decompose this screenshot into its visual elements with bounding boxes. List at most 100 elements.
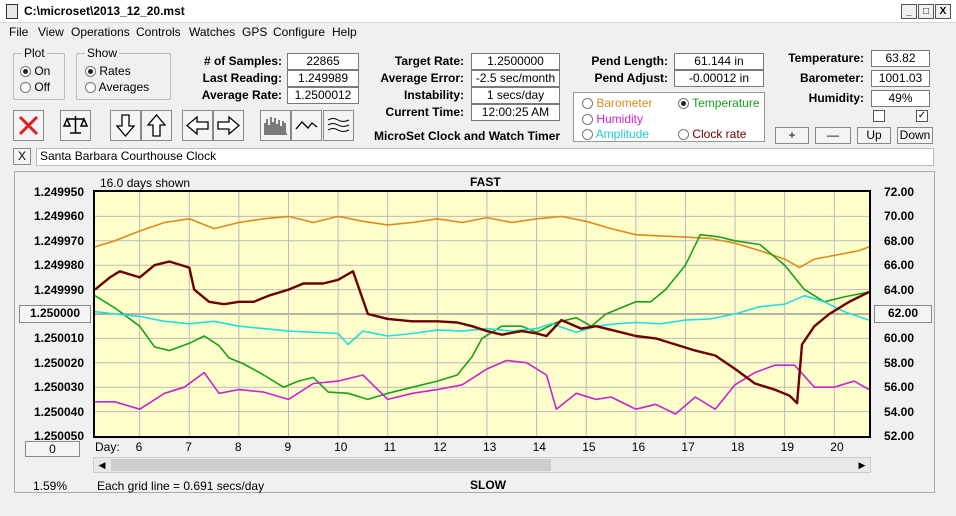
target-rate-field: 1.2500000 <box>471 53 560 70</box>
stop-button[interactable] <box>13 110 44 141</box>
temperature-field: 63.82 <box>871 50 930 67</box>
right-axis-tick: 72.00 <box>883 185 914 199</box>
arrow-right-button[interactable] <box>213 110 244 141</box>
show-averages-option[interactable]: Averages <box>85 80 149 94</box>
series-line-temperature <box>94 233 870 401</box>
sensor-select-box: Barometer Temperature Humidity Amplitude… <box>573 92 765 142</box>
right-axis-tick: 66.00 <box>883 258 914 273</box>
day-tick: 13 <box>482 440 497 454</box>
scroll-left-icon[interactable]: ◀ <box>98 460 106 470</box>
multi-line-graph-button[interactable] <box>323 110 354 141</box>
barometer-option-label: Barometer <box>596 96 653 110</box>
left-axis-tick: 1.249960 <box>33 209 84 224</box>
day-tick: 17 <box>681 440 695 454</box>
pend-length-label: Pend Length: <box>591 54 668 68</box>
right-center-button[interactable]: 62.00 <box>874 305 932 323</box>
left-center-button[interactable]: 1.250000 <box>19 305 91 323</box>
grid-note-label: Each grid line = 0.691 secs/day <box>97 479 265 493</box>
humidity-radio[interactable] <box>582 114 593 126</box>
clock-rate-radio[interactable] <box>678 129 689 141</box>
amplitude-option[interactable]: Amplitude <box>582 127 649 141</box>
watch-close-button[interactable]: X <box>13 148 31 165</box>
scale-minus-button[interactable]: — <box>815 127 851 144</box>
series-line-humidity <box>95 359 870 415</box>
barometer-radio[interactable] <box>582 98 593 110</box>
temperature-radio[interactable] <box>678 98 689 110</box>
minimize-button[interactable]: _ <box>901 4 917 19</box>
scale-balance-icon <box>62 116 89 134</box>
menu-configure[interactable]: Configure <box>273 25 326 39</box>
close-button[interactable]: X <box>935 4 951 19</box>
menu-help[interactable]: Help <box>332 25 357 39</box>
menu-file[interactable]: File <box>9 25 29 39</box>
fast-label: FAST <box>470 175 501 189</box>
offset-button[interactable]: 0 <box>25 441 80 457</box>
pend-length-field: 61.144 in <box>674 53 764 70</box>
temperature-option[interactable]: Temperature <box>678 96 760 110</box>
scale-up-button[interactable]: Up <box>857 127 891 144</box>
unchecked-checkbox[interactable] <box>873 110 885 122</box>
humidity-option[interactable]: Humidity <box>582 112 643 126</box>
scale-plus-button[interactable]: + <box>775 127 809 144</box>
menu-bar: File View Operations Controls Watches GP… <box>0 23 956 42</box>
show-rates-radio[interactable] <box>85 66 96 78</box>
plot-off-option[interactable]: Off <box>20 80 50 94</box>
target-rate-label: Target Rate: <box>394 54 464 68</box>
arrow-left-button[interactable] <box>182 110 213 141</box>
bar-graph-icon <box>264 117 287 135</box>
arrow-up-icon <box>146 113 167 137</box>
menu-operations[interactable]: Operations <box>71 25 130 39</box>
scrollbar-thumb[interactable] <box>111 459 551 471</box>
arrow-up-button[interactable] <box>141 110 172 141</box>
clock-rate-option-label: Clock rate <box>692 127 747 141</box>
bar-graph-button[interactable] <box>260 110 291 141</box>
red-x-icon <box>18 115 39 136</box>
last-reading-field: 1.249989 <box>287 70 359 87</box>
plot-on-radio[interactable] <box>20 66 31 78</box>
arrow-down-button[interactable] <box>110 110 141 141</box>
scroll-right-icon[interactable]: ▶ <box>858 460 866 470</box>
show-rates-option[interactable]: Rates <box>85 64 131 78</box>
left-axis-tick: 1.250040 <box>33 404 84 419</box>
barometer-option[interactable]: Barometer <box>582 96 652 110</box>
watch-name-field[interactable]: Santa Barbara Courthouse Clock <box>36 148 934 166</box>
left-axis-tick: 1.250020 <box>33 355 84 370</box>
amplitude-radio[interactable] <box>582 129 593 141</box>
menu-view[interactable]: View <box>38 25 64 39</box>
maximize-button[interactable]: □ <box>918 4 934 19</box>
title-bar: C:\microset\2013_12_20.mst _ □ X <box>0 0 956 23</box>
current-time-label: Current Time: <box>385 105 464 119</box>
day-tick: 12 <box>433 440 447 454</box>
left-axis-tick: 1.250010 <box>33 331 84 346</box>
left-axis-tick: 1.249950 <box>33 185 84 199</box>
menu-gps[interactable]: GPS <box>242 25 268 39</box>
menu-controls[interactable]: Controls <box>136 25 181 39</box>
scale-down-button[interactable]: Down <box>897 127 933 144</box>
percent-label: 1.59% <box>33 479 68 493</box>
plot-off-radio[interactable] <box>20 82 31 94</box>
plot-series <box>94 215 870 415</box>
day-tick: 20 <box>830 440 844 454</box>
samples-field: 22865 <box>287 53 359 70</box>
multi-line-graph-icon <box>327 118 350 132</box>
day-tick: 10 <box>334 440 348 454</box>
plot-on-option[interactable]: On <box>20 64 50 78</box>
humidity-option-label: Humidity <box>596 112 644 126</box>
pend-adjust-label: Pend Adjust: <box>594 71 668 85</box>
show-averages-radio[interactable] <box>85 82 96 94</box>
plot-on-label: On <box>34 64 51 78</box>
day-tick: 11 <box>383 440 397 454</box>
left-axis-tick: 1.250050 <box>33 429 84 443</box>
app-icon <box>6 4 18 19</box>
horizontal-scrollbar[interactable]: ◀ ▶ <box>93 457 871 473</box>
balance-button[interactable] <box>60 110 91 141</box>
checked-checkbox[interactable]: ✓ <box>916 110 928 122</box>
samples-label: # of Samples: <box>203 54 282 68</box>
left-axis-tick: 1.249980 <box>33 258 84 273</box>
clock-rate-option[interactable]: Clock rate <box>678 127 746 141</box>
left-axis-tick: 1.250030 <box>33 380 84 395</box>
menu-watches[interactable]: Watches <box>189 25 236 39</box>
right-axis-tick: 64.00 <box>883 282 914 297</box>
line-graph-button[interactable] <box>291 110 322 141</box>
barometer-label: Barometer: <box>799 71 864 85</box>
